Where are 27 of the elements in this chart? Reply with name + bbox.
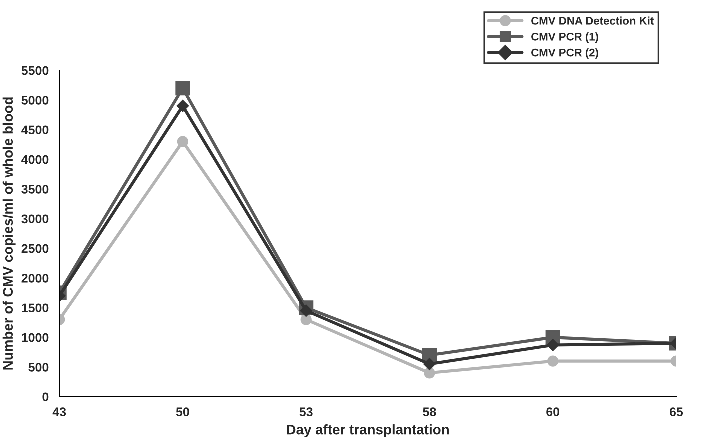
legend-label: CMV PCR (1) — [532, 32, 598, 44]
y-tick-label: 4500 — [22, 126, 49, 135]
point — [424, 368, 436, 379]
x-axis-title: Day after transplantation — [287, 424, 449, 438]
x-tick-label: 60 — [546, 408, 560, 416]
y-axis-title: Number of CMV copies/ml of whole blood — [2, 98, 16, 370]
x-tick-label: 43 — [52, 408, 66, 417]
x-tick-label: 53 — [300, 408, 313, 417]
point — [300, 304, 312, 317]
y-tick-label: 1000 — [22, 333, 49, 342]
y-tick-label: 2500 — [22, 244, 49, 254]
y-tick-label: 2000 — [22, 274, 49, 283]
legend-label: CMV DNA Detection Kit — [532, 16, 654, 25]
x-tick-label: 50 — [176, 408, 190, 416]
y-tick-label: 5000 — [22, 96, 49, 105]
point — [300, 314, 312, 326]
y-tick-label: 3000 — [22, 214, 49, 224]
legend-label: CMV PCR (2) — [532, 48, 598, 59]
x-tick-label: 65 — [670, 408, 684, 416]
y-tick-label: 3500 — [22, 185, 49, 194]
y-tick-label: 5500 — [22, 66, 49, 76]
y-tick-label: 1500 — [22, 304, 49, 313]
point — [424, 358, 436, 370]
y-tick-label: 500 — [28, 363, 49, 372]
y-tick-label: 0 — [42, 392, 49, 402]
x-tick-label: 58 — [423, 408, 436, 416]
y-tick-label: 4000 — [22, 155, 49, 164]
